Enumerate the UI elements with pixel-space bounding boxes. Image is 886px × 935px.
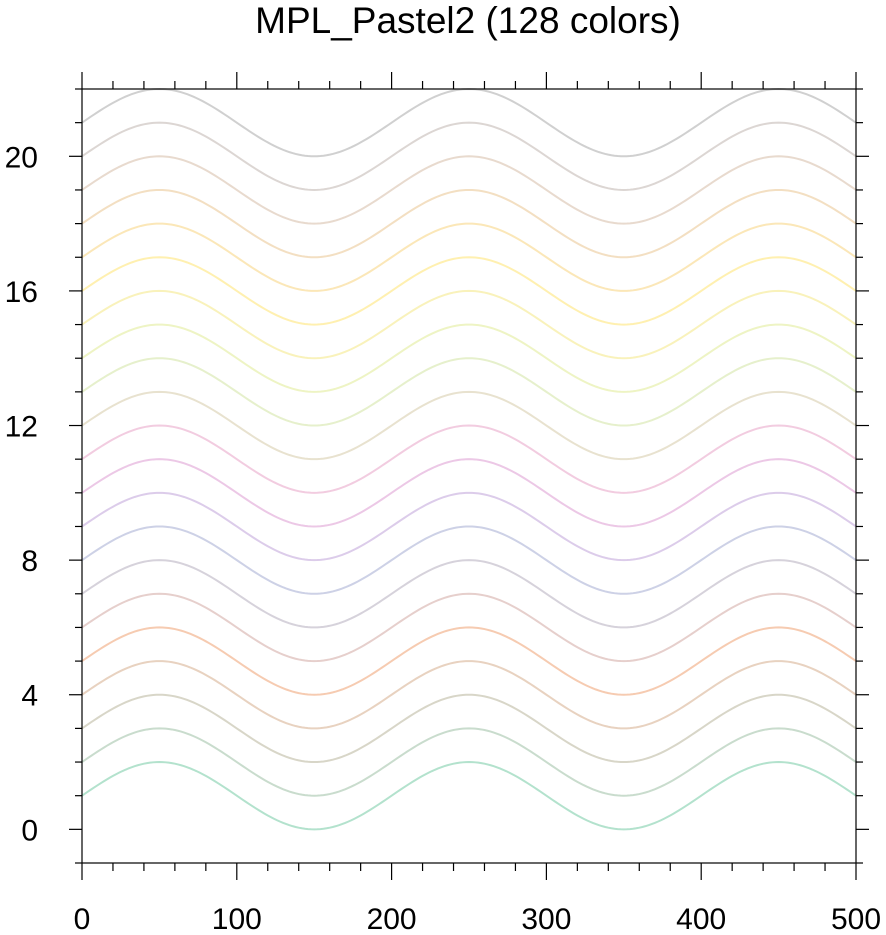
series-line-0 xyxy=(81,761,857,831)
x-tick-label: 300 xyxy=(521,903,571,935)
chart-title: MPL_Pastel2 (128 colors) xyxy=(255,0,681,41)
series-line-7 xyxy=(81,525,857,595)
series-line-15 xyxy=(81,256,857,326)
series-line-8 xyxy=(81,491,857,562)
series-lines xyxy=(81,87,857,831)
y-tick-label: 8 xyxy=(21,545,38,578)
axis-ticks xyxy=(69,72,869,880)
y-tick-label: 20 xyxy=(5,141,38,174)
series-line-17 xyxy=(81,188,857,259)
x-tick-label: 500 xyxy=(831,903,881,935)
y-tick-labels: 0 4 8 12 16 20 xyxy=(5,141,38,847)
x-tick-label: 0 xyxy=(74,903,91,935)
series-line-6 xyxy=(81,559,857,629)
series-line-11 xyxy=(81,390,857,461)
x-tick-labels: 0 100 200 300 400 500 xyxy=(74,903,881,935)
series-line-18 xyxy=(81,155,857,225)
series-line-3 xyxy=(81,660,857,730)
series-line-1 xyxy=(81,727,857,797)
x-tick-label: 200 xyxy=(367,903,417,935)
y-tick-label: 0 xyxy=(21,814,38,847)
series-line-14 xyxy=(81,289,857,360)
series-line-4 xyxy=(81,626,857,696)
series-line-16 xyxy=(81,222,857,292)
plot-frame xyxy=(81,88,857,864)
series-line-10 xyxy=(81,424,857,494)
x-tick-label: 100 xyxy=(212,903,262,935)
series-line-12 xyxy=(81,357,857,427)
series-line-2 xyxy=(81,693,857,764)
series-line-9 xyxy=(81,458,857,528)
series-line-13 xyxy=(81,323,857,393)
x-tick-label: 400 xyxy=(676,903,726,935)
y-tick-label: 4 xyxy=(21,680,38,713)
series-line-19 xyxy=(81,121,857,191)
series-line-5 xyxy=(81,592,857,663)
y-tick-label: 12 xyxy=(5,411,38,444)
y-tick-label: 16 xyxy=(5,276,38,309)
